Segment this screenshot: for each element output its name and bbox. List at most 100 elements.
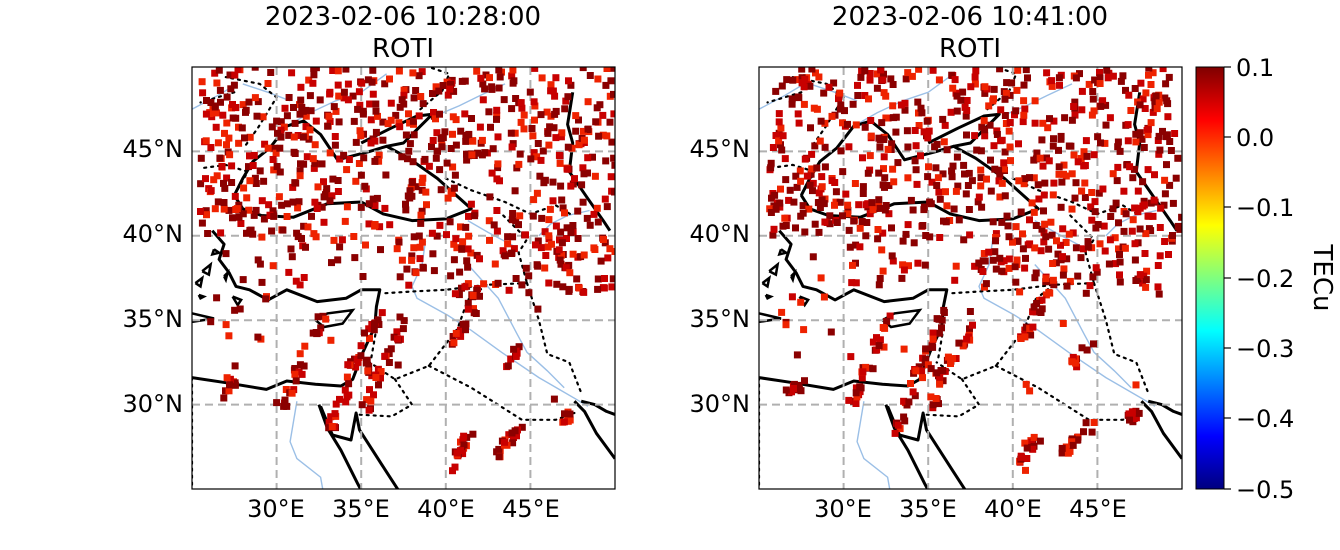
roti-marker-309 xyxy=(539,147,547,155)
roti-marker-551 xyxy=(233,205,241,213)
roti-marker-22 xyxy=(912,142,920,150)
roti-marker-543 xyxy=(874,226,882,233)
roti-marker-95 xyxy=(882,202,890,209)
roti-marker-731 xyxy=(850,217,858,225)
roti-marker-832 xyxy=(894,421,902,429)
roti-marker-520 xyxy=(769,231,777,239)
roti-marker-243 xyxy=(795,119,803,127)
roti-marker-454 xyxy=(995,166,1003,174)
roti-marker-710 xyxy=(889,257,897,265)
roti-marker-350 xyxy=(606,118,614,126)
roti-marker-593 xyxy=(573,275,581,283)
roti-marker-706 xyxy=(580,251,588,259)
roti-marker-519 xyxy=(264,80,272,87)
roti-marker-125 xyxy=(326,118,334,125)
roti-marker-105 xyxy=(220,179,227,187)
roti-marker-447 xyxy=(949,162,957,170)
roti-marker-516 xyxy=(530,98,538,106)
roti-marker-620 xyxy=(418,238,426,246)
roti-marker-222 xyxy=(821,143,829,151)
roti-marker-468 xyxy=(832,188,840,196)
roti-marker-507 xyxy=(1157,204,1165,212)
roti-marker-324 xyxy=(277,133,285,141)
roti-marker-245 xyxy=(433,129,441,137)
roti-marker-698 xyxy=(989,256,997,264)
roti-marker-712 xyxy=(878,246,886,254)
roti-marker-150 xyxy=(977,174,985,182)
panel-2-title-var: ROTI xyxy=(939,34,1001,64)
roti-marker-41 xyxy=(235,123,242,131)
roti-marker-526 xyxy=(268,227,276,235)
roti-marker-954 xyxy=(288,253,296,261)
roti-marker-172 xyxy=(314,183,322,191)
roti-marker-137 xyxy=(1114,138,1122,146)
roti-marker-685 xyxy=(1016,288,1024,296)
roti-marker-233 xyxy=(1103,67,1111,74)
roti-marker-484 xyxy=(985,102,993,110)
roti-marker-211 xyxy=(520,111,528,119)
roti-marker-520 xyxy=(283,200,291,208)
roti-marker-229 xyxy=(1034,181,1042,189)
roti-marker-64 xyxy=(1019,118,1027,126)
roti-marker-734 xyxy=(312,233,320,241)
roti-marker-438 xyxy=(943,202,951,210)
roti-marker-365 xyxy=(297,160,304,168)
roti-marker-512 xyxy=(1001,95,1009,103)
roti-marker-479 xyxy=(373,194,381,202)
roti-marker-36 xyxy=(395,119,403,127)
roti-marker-259 xyxy=(1155,150,1163,158)
roti-marker-867 xyxy=(1038,296,1046,304)
roti-marker-360 xyxy=(1048,82,1056,90)
roti-marker-760 xyxy=(778,308,786,316)
roti-marker-405 xyxy=(775,118,783,126)
roti-marker-117 xyxy=(789,76,797,84)
map-panel-1: 2023-02-06 10:28:00 ROTI 45°N 40°N 35°N … xyxy=(123,2,616,523)
roti-marker-501 xyxy=(1159,67,1167,73)
roti-marker-751 xyxy=(287,245,295,253)
roti-marker-92 xyxy=(369,90,377,98)
roti-marker-847 xyxy=(377,368,385,375)
roti-marker-445 xyxy=(572,127,580,135)
roti-marker-882 xyxy=(1090,419,1098,426)
roti-marker-111 xyxy=(608,138,615,146)
roti-marker-199 xyxy=(285,131,293,139)
roti-marker-824 xyxy=(342,398,350,406)
roti-marker-948 xyxy=(505,286,513,294)
roti-marker-518 xyxy=(1072,74,1080,82)
roti-marker-100 xyxy=(820,89,828,97)
roti-marker-505 xyxy=(901,99,909,107)
roti-marker-867 xyxy=(476,292,483,300)
roti-marker-647 xyxy=(558,251,565,259)
colorbar-label: TECu xyxy=(1307,244,1337,312)
roti-marker-375 xyxy=(562,97,570,105)
panel-1-roti-markers xyxy=(197,67,615,475)
roti-marker-191 xyxy=(1096,74,1104,82)
roti-marker-165 xyxy=(809,187,816,195)
roti-marker-897 xyxy=(495,453,503,461)
roti-marker-478 xyxy=(246,177,254,185)
roti-marker-643 xyxy=(548,240,555,248)
roti-marker-491 xyxy=(1050,135,1057,143)
roti-marker-447 xyxy=(461,77,469,85)
roti-marker-91 xyxy=(971,73,979,81)
roti-marker-668 xyxy=(417,211,425,219)
roti-marker-815 xyxy=(352,363,360,371)
roti-marker-754 xyxy=(258,278,266,286)
roti-marker-942 xyxy=(1072,359,1080,367)
roti-marker-399 xyxy=(422,188,430,196)
roti-marker-318 xyxy=(987,187,995,195)
roti-marker-946 xyxy=(801,377,808,385)
roti-marker-507 xyxy=(202,137,210,145)
roti-marker-0 xyxy=(296,167,304,175)
roti-marker-879 xyxy=(1017,335,1025,342)
roti-marker-437 xyxy=(904,69,912,77)
roti-marker-846 xyxy=(377,374,384,382)
roti-marker-88 xyxy=(449,130,456,138)
roti-marker-855 xyxy=(929,401,937,409)
colorbar-tick-0.0: 0.0 xyxy=(1236,124,1274,152)
roti-marker-106 xyxy=(953,153,961,161)
roti-marker-73 xyxy=(246,133,254,141)
roti-marker-789 xyxy=(845,396,853,404)
roti-marker-635 xyxy=(522,231,529,239)
roti-marker-390 xyxy=(571,175,578,183)
